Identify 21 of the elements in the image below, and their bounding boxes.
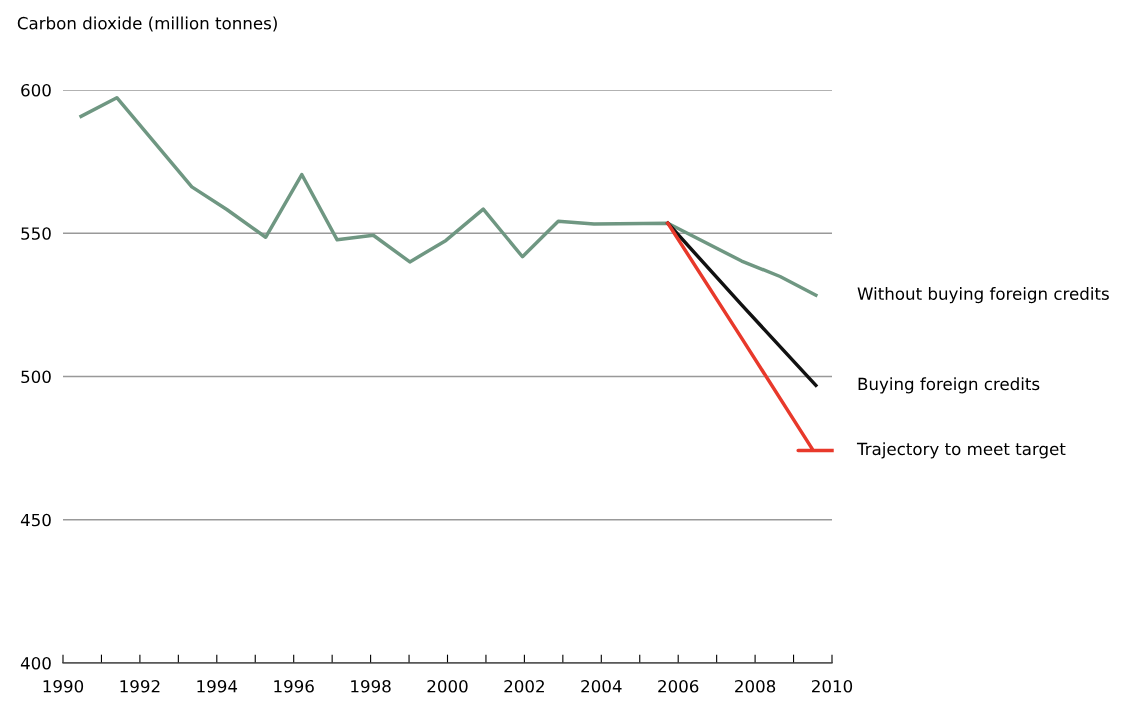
y-tick-label: 400 bbox=[20, 656, 51, 670]
series-label: Trajectory to meet target bbox=[856, 442, 1066, 459]
y-axis-title: Carbon dioxide (million tonnes) bbox=[17, 16, 277, 32]
text: Without buying foreign credits bbox=[857, 287, 1109, 304]
x-tick-label: 1990 bbox=[43, 679, 84, 693]
line-series bbox=[79, 96, 818, 297]
y-tick-label: 600 bbox=[21, 83, 51, 97]
x-tick-label: 1992 bbox=[120, 679, 160, 693]
x-tick-label: 1996 bbox=[274, 679, 314, 693]
x-tick-label: 2010 bbox=[812, 679, 853, 693]
x-tick-label: 2000 bbox=[427, 679, 468, 693]
y-tick-label: 550 bbox=[21, 227, 51, 240]
x-tick-label: 1998 bbox=[351, 679, 391, 693]
x-tick-label: 2004 bbox=[581, 679, 622, 693]
x-tick-label: 2002 bbox=[504, 679, 544, 693]
x-tick-label: 2008 bbox=[735, 679, 776, 693]
x-tick-label: 2006 bbox=[658, 679, 699, 693]
text: Buying foreign credits bbox=[858, 377, 1040, 394]
x-tick-label: 1994 bbox=[197, 679, 238, 693]
y-tick-label: 500 bbox=[21, 370, 51, 384]
y-tick-label: 450 bbox=[20, 513, 51, 527]
